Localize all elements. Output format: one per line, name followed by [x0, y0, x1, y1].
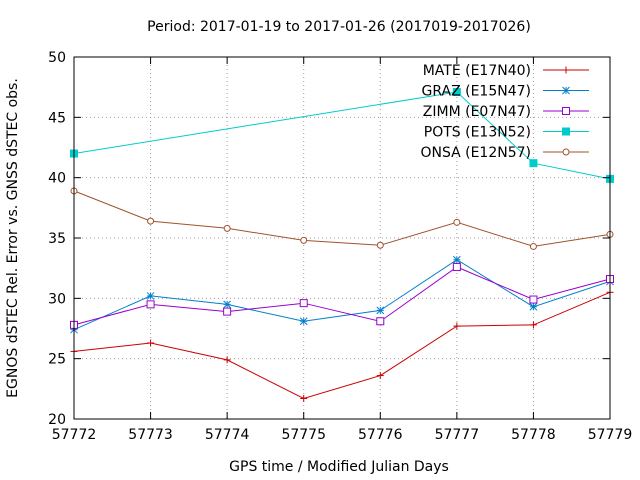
legend-label: ONSA (E12N57) — [420, 145, 531, 161]
data-point — [376, 306, 385, 315]
data-point — [300, 236, 308, 244]
data-point — [147, 217, 155, 225]
legend-marker — [562, 107, 570, 115]
series-1 — [70, 255, 614, 334]
data-point — [452, 262, 461, 271]
y-tick-label: 25 — [48, 352, 66, 368]
data-point — [529, 321, 537, 329]
series-2 — [70, 262, 614, 329]
data-point — [223, 307, 232, 316]
legend-entry: ONSA (E12N57) — [420, 145, 589, 161]
legend-entry: ZIMM (E07N47) — [423, 104, 589, 120]
data-point — [529, 295, 538, 304]
legend-marker — [562, 148, 570, 156]
data-point — [453, 322, 461, 330]
data-point — [452, 87, 461, 96]
data-point — [300, 394, 308, 402]
y-axis-label: EGNOS dSTEC Rel. Error vs. GNSS dSTEC ob… — [5, 78, 21, 398]
data-point — [146, 300, 155, 309]
data-point — [223, 356, 231, 364]
series-line — [73, 190, 611, 247]
x-tick-label: 57779 — [588, 427, 633, 443]
data-point — [453, 255, 461, 264]
x-tick-label: 57773 — [128, 427, 173, 443]
x-axis-label: GPS time / Modified Julian Days — [229, 459, 449, 475]
legend-entry: MATE (E17N40) — [423, 63, 589, 79]
y-tick-label: 30 — [48, 291, 66, 307]
data-point — [147, 339, 155, 347]
legend-label: ZIMM (E07N47) — [423, 104, 531, 120]
data-point — [529, 302, 538, 311]
data-point — [529, 242, 537, 250]
series-line — [73, 266, 611, 326]
data-point — [376, 317, 385, 326]
data-point — [376, 372, 384, 380]
data-point — [146, 292, 155, 300]
series-4 — [70, 187, 614, 250]
legend-entry: GRAZ (E15N47) — [422, 84, 589, 100]
data-point — [223, 300, 231, 309]
legend-marker — [562, 86, 570, 95]
data-point — [376, 241, 384, 249]
series-line — [73, 259, 611, 331]
x-tick-label: 57778 — [511, 427, 556, 443]
x-tick-label: 57776 — [358, 427, 403, 443]
legend: MATE (E17N40) GRAZ (E15N47) ZIMM (E07N47) P… — [420, 63, 589, 161]
x-tick-label: 57777 — [435, 427, 480, 443]
y-tick-label: 45 — [48, 110, 66, 126]
series-3 — [70, 87, 614, 183]
y-tick-label: 50 — [48, 50, 66, 66]
x-tick-label: 57774 — [205, 427, 250, 443]
data-point — [299, 317, 308, 326]
legend-marker — [562, 66, 570, 74]
series-line — [73, 291, 611, 400]
data-point — [529, 159, 538, 168]
legend-marker — [562, 127, 570, 136]
legend-label: GRAZ (E15N47) — [422, 84, 532, 100]
data-point — [453, 218, 461, 226]
y-tick-label: 35 — [48, 231, 66, 247]
chart-title: Period: 2017-01-19 to 2017-01-26 (201701… — [147, 19, 531, 35]
grid — [74, 57, 610, 419]
series-layer — [70, 87, 614, 402]
legend-label: POTS (E13N52) — [424, 125, 531, 141]
series-line — [73, 91, 611, 180]
legend-entry: POTS (E13N52) — [424, 125, 589, 141]
legend-label: MATE (E17N40) — [423, 63, 531, 79]
x-tick-label: 57772 — [52, 427, 97, 443]
y-tick-label: 20 — [48, 412, 66, 428]
x-tick-label: 57775 — [281, 427, 326, 443]
y-tick-label: 40 — [48, 171, 66, 187]
axis-ticks: 57772 57773 57774 57775 57776 57777 57778 57779… — [48, 50, 632, 443]
data-point — [223, 224, 231, 232]
data-point — [299, 299, 308, 308]
